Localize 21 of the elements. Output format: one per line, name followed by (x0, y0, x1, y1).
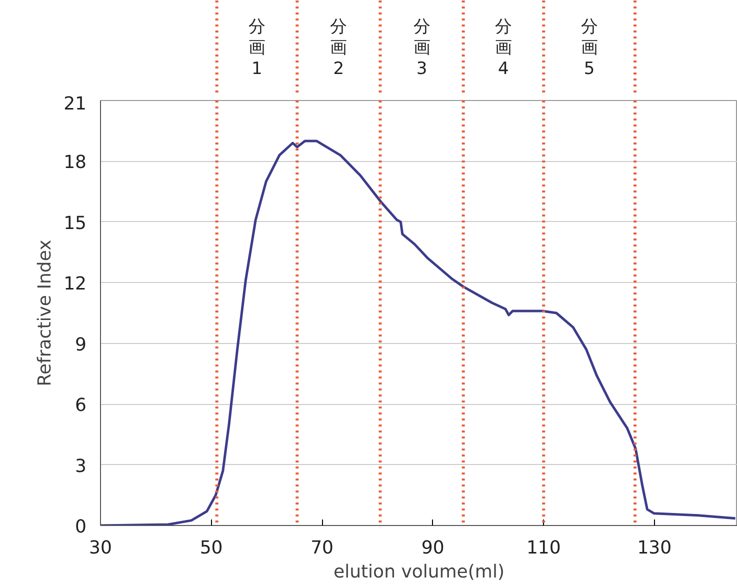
text: 分画1 (248, 17, 266, 79)
y-tick-label: 0 (75, 516, 86, 538)
x-tick-label: 30 (89, 538, 112, 558)
x-tick-label: 130 (637, 538, 672, 558)
y-tick-label: 3 (75, 456, 86, 477)
text: 分画2 (330, 17, 348, 79)
y-axis-title: Refractive Index (34, 239, 56, 386)
x-axis-title: elution volume(ml) (334, 562, 504, 582)
y-tick-label: 18 (64, 152, 86, 174)
y-tick-label: 9 (75, 334, 86, 356)
text: 分画4 (494, 17, 512, 79)
y-tick-label: 6 (75, 395, 86, 416)
x-tick-label: 70 (310, 538, 334, 558)
x-tick-label: 110 (526, 538, 561, 558)
y-tick-label: 21 (64, 94, 86, 114)
y-tick-label: 15 (64, 212, 86, 234)
x-tick-label: 90 (421, 538, 444, 558)
text: 分画3 (413, 17, 430, 79)
y-tick-label: 12 (64, 274, 86, 295)
x-tick-label: 50 (200, 538, 223, 558)
text: 分画5 (580, 17, 598, 79)
